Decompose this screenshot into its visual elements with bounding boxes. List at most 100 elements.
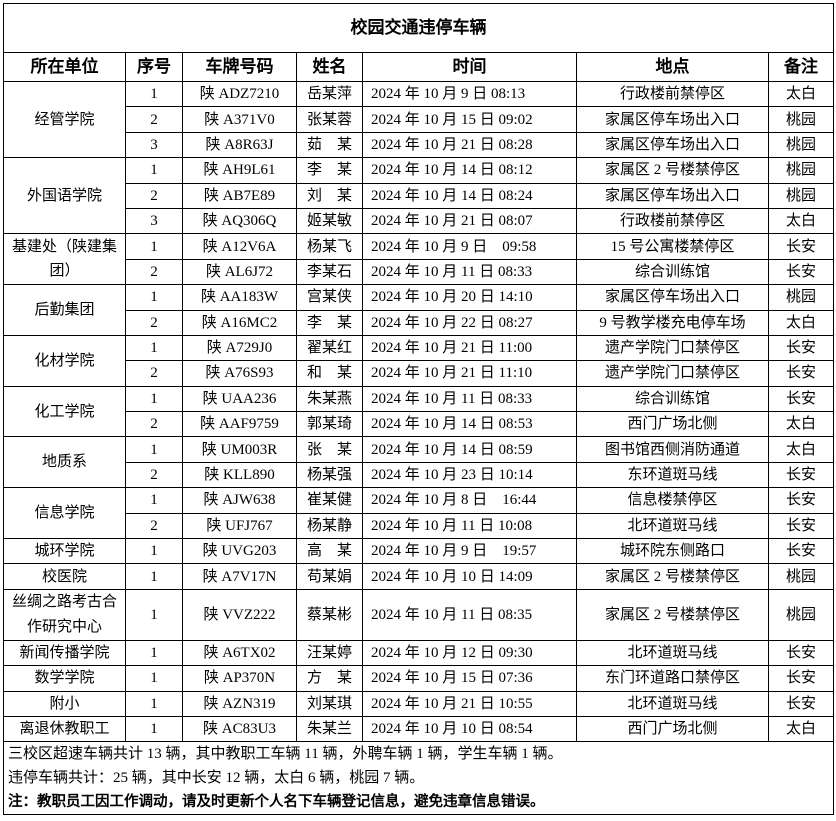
- location-cell: 行政楼前禁停区: [576, 80, 769, 108]
- location-cell: 西门广场北侧: [576, 715, 769, 743]
- seq-cell: 3: [125, 131, 183, 159]
- location-cell: 东门环道路口禁停区: [576, 665, 769, 692]
- note-cell: 长安: [767, 233, 835, 260]
- seq-cell: 1: [125, 284, 183, 311]
- plate-cell: 陕 AP370N: [182, 665, 297, 692]
- time-cell: 2024 年 10 月 21 日 08:07: [362, 207, 577, 235]
- plate-cell: 陕 A6TX02: [182, 639, 297, 667]
- time-cell: 2024 年 10 月 8 日 16:44: [362, 487, 577, 514]
- table-row: 离退休教职工 1 陕 AC83U3 朱某兰 2024 年 10 月 10 日 08:54…: [3, 715, 835, 743]
- plate-cell: 陕 AAF9759: [182, 411, 297, 438]
- name-cell: 苟某娟: [296, 563, 363, 590]
- note-cell: 长安: [767, 487, 835, 514]
- time-cell: 2024 年 10 月 11 日 08:33: [362, 258, 577, 286]
- note-cell: 太白: [767, 411, 835, 438]
- name-cell: 崔某健: [296, 487, 363, 514]
- location-cell: 9 号教学楼充电停车场: [576, 309, 769, 336]
- time-cell: 2024 年 10 月 20 日 14:10: [362, 284, 577, 311]
- seq-cell: 1: [125, 385, 183, 413]
- note-cell: 桃园: [767, 182, 835, 209]
- unit-cell: 校医院: [3, 563, 126, 590]
- name-cell: 姬某敏: [296, 207, 363, 235]
- note-cell: 太白: [767, 309, 835, 336]
- plate-cell: 陕 A76S93: [182, 360, 297, 387]
- note-cell: 长安: [767, 639, 835, 667]
- location-cell: 西门广场北侧: [576, 411, 769, 438]
- name-cell: 宫某侠: [296, 284, 363, 311]
- table-row: 经管学院 1 陕 ADZ7210 岳某萍 2024 年 10 月 9 日 08:13 行政…: [3, 80, 835, 159]
- plate-cell: 陕 AC83U3: [182, 715, 297, 743]
- location-cell: 家属区 2 号楼禁停区: [576, 588, 769, 641]
- seq-cell: 3: [125, 207, 183, 235]
- seq-cell: 2: [125, 360, 183, 387]
- plate-cell: 陕 AL6J72: [182, 258, 297, 286]
- time-cell: 2024 年 10 月 21 日 08:28: [362, 131, 577, 159]
- location-cell: 遗产学院门口禁停区: [576, 334, 769, 362]
- name-cell: 茹 某: [296, 131, 363, 159]
- table-row: 外国语学院 1 陕 AH9L61 李 某 2024 年 10 月 14 日 08:12 家…: [3, 157, 835, 235]
- seq-cell: 1: [125, 487, 183, 514]
- plate-cell: 陕 A371V0: [182, 106, 297, 133]
- note-cell: 太白: [767, 715, 835, 743]
- table-row: 地质系 1 陕 UM003R 张 某 2024 年 10 月 14 日 08:59 图书馆…: [3, 436, 835, 489]
- time-cell: 2024 年 10 月 14 日 08:59: [362, 436, 577, 463]
- note-cell: 长安: [767, 538, 835, 565]
- header-note: 备注: [767, 52, 835, 82]
- name-cell: 郭某琦: [296, 411, 363, 438]
- seq-cell: 1: [125, 690, 183, 717]
- unit-cell: 外国语学院: [3, 157, 126, 235]
- name-cell: 张某蓉: [296, 106, 363, 133]
- time-cell: 2024 年 10 月 10 日 08:54: [362, 715, 577, 743]
- seq-cell: 2: [125, 309, 183, 336]
- time-cell: 2024 年 10 月 14 日 08:12: [362, 157, 577, 184]
- header-name: 姓名: [296, 52, 363, 82]
- header-row: 所在单位 序号 车牌号码 姓名 时间 地点 备注: [3, 52, 835, 82]
- unit-cell: 附小: [3, 690, 126, 717]
- table-row: 丝绸之路考古合作研究中心 1 陕 VVZ222 蔡某彬 2024 年 10 月 11 日…: [3, 588, 835, 641]
- seq-cell: 1: [125, 563, 183, 590]
- note-cell: 长安: [767, 258, 835, 286]
- time-cell: 2024 年 10 月 11 日 08:35: [362, 588, 577, 641]
- note-cell: 桃园: [767, 131, 835, 159]
- seq-cell: 2: [125, 106, 183, 133]
- unit-cell: 地质系: [3, 436, 126, 489]
- unit-cell: 化材学院: [3, 334, 126, 387]
- time-cell: 2024 年 10 月 21 日 10:55: [362, 690, 577, 717]
- name-cell: 张 某: [296, 436, 363, 463]
- table-row: 数学学院 1 陕 AP370N 方 某 2024 年 10 月 15 日 07:36 东门…: [3, 665, 835, 692]
- name-cell: 和 某: [296, 360, 363, 387]
- seq-cell: 1: [125, 665, 183, 692]
- plate-cell: 陕 AA183W: [182, 284, 297, 311]
- note-cell: 长安: [767, 690, 835, 717]
- plate-cell: 陕 A8R63J: [182, 131, 297, 159]
- name-cell: 刘 某: [296, 182, 363, 209]
- header-time: 时间: [362, 52, 577, 82]
- location-cell: 信息楼禁停区: [576, 487, 769, 514]
- name-cell: 刘某琪: [296, 690, 363, 717]
- table-row: 化工学院 1 陕 UAA236 朱某燕 2024 年 10 月 11 日 08:33 综合…: [3, 385, 835, 438]
- unit-cell: 基建处（陕建集团）: [3, 233, 126, 286]
- name-cell: 李 某: [296, 309, 363, 336]
- location-cell: 综合训练馆: [576, 258, 769, 286]
- seq-cell: 1: [125, 80, 183, 108]
- name-cell: 杨某静: [296, 512, 363, 540]
- plate-cell: 陕 AB7E89: [182, 182, 297, 209]
- table-row: 基建处（陕建集团） 1 陕 A12V6A 杨某飞 2024 年 10 月 9 日 09:…: [3, 233, 835, 286]
- plate-cell: 陕 AZN319: [182, 690, 297, 717]
- location-cell: 东环道斑马线: [576, 461, 769, 489]
- note-cell: 太白: [767, 80, 835, 108]
- header-location: 地点: [576, 52, 769, 82]
- time-cell: 2024 年 10 月 14 日 08:53: [362, 411, 577, 438]
- footer-summary: 三校区超速车辆共计 13 辆，其中教职工车辆 11 辆，外聘车辆 1 辆，学生车…: [2, 741, 835, 767]
- plate-cell: 陕 A729J0: [182, 334, 297, 362]
- unit-cell: 后勤集团: [3, 284, 126, 336]
- table-title: 校园交通违停车辆: [2, 3, 835, 53]
- unit-cell: 经管学院: [3, 80, 126, 159]
